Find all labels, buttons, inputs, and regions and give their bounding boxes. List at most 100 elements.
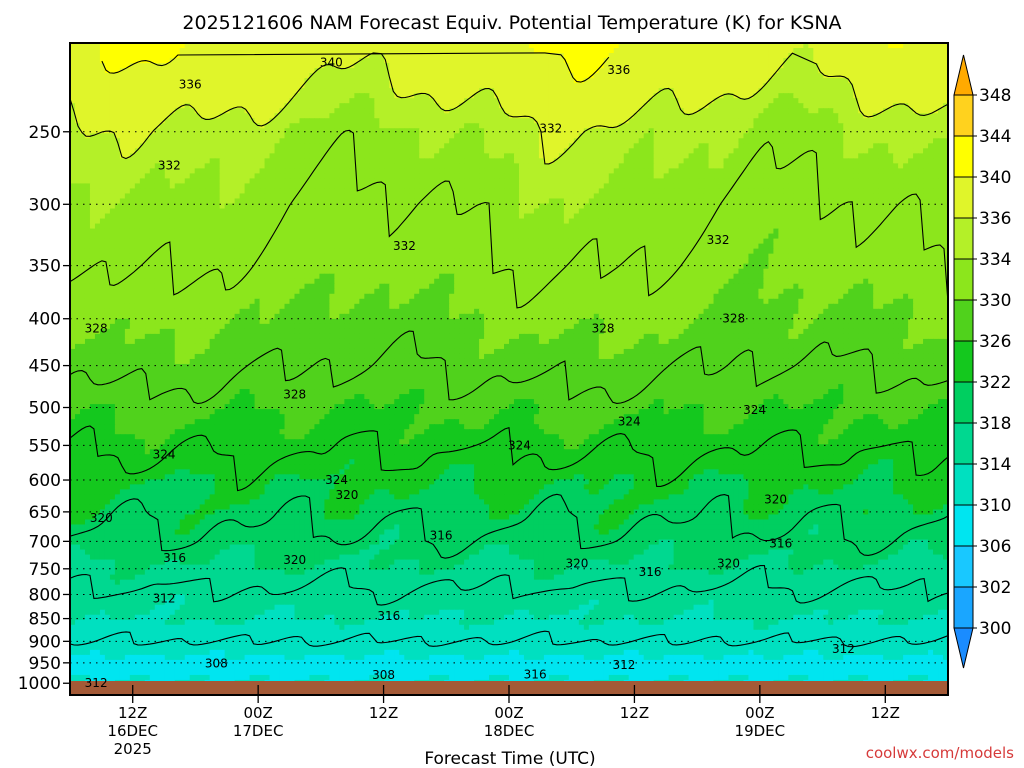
- colorbar-label: 348: [979, 86, 1011, 106]
- contour-label: 336: [607, 63, 630, 77]
- contour-320: [70, 493, 948, 559]
- contour-label: 316: [430, 529, 453, 543]
- contour-label: 336: [179, 78, 202, 92]
- contour-label: 308: [205, 657, 228, 671]
- colorbar-bottom-arrow: [953, 627, 974, 669]
- colorbar-box: [953, 381, 974, 424]
- x-tick-label: 12Z: [871, 704, 900, 722]
- x-tick-label: 00Z: [243, 704, 272, 722]
- colorbar-label: 306: [979, 537, 1011, 557]
- contour-label: 328: [722, 312, 745, 326]
- contour-label: 332: [539, 122, 562, 136]
- contour-label: 312: [85, 676, 108, 690]
- colorbar-box: [953, 217, 974, 260]
- contour-328: [70, 330, 948, 405]
- contour-label: 328: [592, 322, 615, 336]
- colorbar-box: [953, 545, 974, 588]
- y-tick-label: 300: [29, 195, 61, 215]
- colorbar-label: 340: [979, 168, 1011, 188]
- contour-324: [70, 425, 948, 492]
- y-tick-label: 850: [29, 610, 61, 630]
- plot-area: 3403363363323323323323283283283283243243…: [69, 42, 949, 696]
- x-tick-label: 2025: [114, 740, 152, 758]
- y-tick-label: 650: [29, 503, 61, 523]
- x-tick-label: 19DEC: [735, 722, 786, 740]
- colorbar-box: [953, 586, 974, 629]
- y-tick-label: 800: [29, 585, 61, 605]
- contour-label: 320: [283, 553, 306, 567]
- x-tick-label: 17DEC: [233, 722, 284, 740]
- y-tick-label: 600: [29, 471, 61, 491]
- contour-label: 316: [639, 565, 662, 579]
- colorbar-box: [953, 94, 974, 137]
- chart-title: 2025121606 NAM Forecast Equiv. Potential…: [182, 12, 841, 34]
- contour-label: 316: [377, 609, 400, 623]
- colorbar-label: 336: [979, 209, 1011, 229]
- x-tick-label: 12Z: [118, 704, 147, 722]
- y-tick-label: 400: [29, 310, 61, 330]
- colorbar-label: 318: [979, 414, 1011, 434]
- contour-label: 340: [320, 55, 343, 69]
- contour-label: 320: [565, 556, 588, 570]
- contour-340: [101, 52, 610, 83]
- contour-label: 320: [90, 511, 113, 525]
- contour-label: 312: [832, 642, 855, 656]
- contour-336: [70, 52, 948, 165]
- colorbar-box: [953, 340, 974, 383]
- colorbar-label: 330: [979, 291, 1011, 311]
- contour-label: 328: [283, 388, 306, 402]
- color-bands: [70, 43, 948, 695]
- contour-312: [70, 630, 948, 648]
- contour-label: 316: [163, 551, 186, 565]
- y-tick-label: 350: [29, 257, 61, 277]
- colorbar-label: 310: [979, 496, 1011, 516]
- contour-label: 312: [613, 658, 636, 672]
- contour-316: [70, 564, 948, 606]
- x-tick-label: 16DEC: [107, 722, 158, 740]
- contour-label: 320: [717, 556, 740, 570]
- x-tick-label: 00Z: [494, 704, 523, 722]
- colorbar-label: 344: [979, 127, 1011, 147]
- colorbar-box: [953, 258, 974, 301]
- contour-label: 332: [158, 158, 181, 172]
- contour-label: 320: [336, 488, 359, 502]
- contour-label: 324: [743, 403, 766, 417]
- colorbar-label: 314: [979, 455, 1011, 475]
- colorbar-box: [953, 135, 974, 178]
- contour-332: [70, 129, 948, 309]
- contour-label: 324: [325, 473, 348, 487]
- y-tick-label: 900: [29, 632, 61, 652]
- y-tick-label: 700: [29, 532, 61, 552]
- contour-labels: 3403363363323323323323283283283283243243…: [85, 55, 855, 690]
- credit-text: coolwx.com/models: [866, 744, 1014, 762]
- contour-label: 328: [85, 322, 108, 336]
- colorbar-box: [953, 463, 974, 506]
- contour-label: 316: [769, 537, 792, 551]
- y-tick-label: 750: [29, 560, 61, 580]
- colorbar-label: 322: [979, 373, 1011, 393]
- contour-lines: [70, 52, 948, 648]
- colorbar-box: [953, 299, 974, 342]
- colorbar-box: [953, 176, 974, 219]
- contour-label: 324: [508, 438, 531, 452]
- x-tick-label: 00Z: [745, 704, 774, 722]
- contour-label: 332: [707, 233, 730, 247]
- y-tick-label: 500: [29, 399, 61, 419]
- contour-label: 312: [153, 591, 176, 605]
- colorbar-label: 302: [979, 578, 1011, 598]
- colorbar-top-arrow: [953, 54, 974, 96]
- x-axis-label: Forecast Time (UTC): [424, 749, 595, 768]
- colorbar: 348 344 340 336 334 330 326 322 318 314 310 306 302 3…: [953, 54, 1011, 669]
- colorbar-box: [953, 422, 974, 465]
- y-axis: 2503003504004505005506006507007508008509…: [18, 123, 70, 694]
- y-tick-label: 950: [29, 654, 61, 674]
- colorbar-label: 334: [979, 250, 1011, 270]
- y-tick-label: 1000: [18, 674, 61, 694]
- y-tick-label: 550: [29, 436, 61, 456]
- contour-label: 316: [524, 667, 547, 681]
- colorbar-label: 300: [979, 619, 1011, 639]
- contour-label: 320: [764, 492, 787, 506]
- contour-label: 308: [372, 668, 395, 682]
- y-tick-label: 250: [29, 123, 61, 143]
